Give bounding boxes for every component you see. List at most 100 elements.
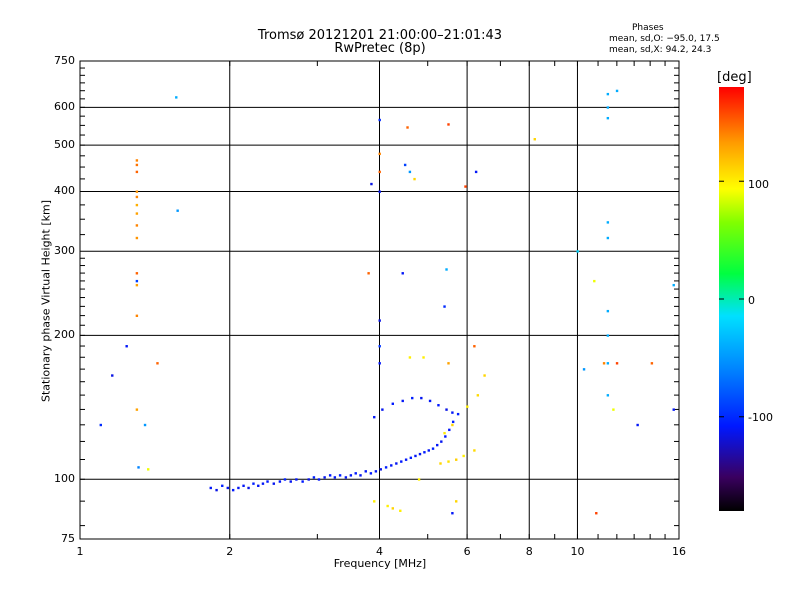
data-point [399,509,402,512]
x-axis-label: Frequency [MHz] [333,557,427,570]
colorbar-ticks [719,180,744,418]
data-point [595,512,598,515]
data-point [289,480,292,483]
data-point [409,456,413,460]
data-point [391,507,394,510]
data-point [378,362,381,365]
data-point [576,250,579,253]
data-point [606,394,610,397]
data-point [156,362,159,365]
data-point [636,423,639,427]
data-point [242,484,245,488]
data-point [307,478,310,481]
data-point [257,484,260,488]
data-point [672,283,675,287]
y-tick-label: 75 [61,532,75,545]
data-point [615,89,619,93]
data-point [215,488,218,492]
data-point [344,476,348,479]
data-point [445,268,448,271]
x-tick-label: 1 [76,545,84,558]
data-point [414,454,417,458]
phases-mean-x: mean, sd,X: 94.2, 24.3 [609,45,712,55]
data-point [221,484,224,488]
chart-subtitle: RwPretec (8p) [334,41,426,56]
data-point [422,356,425,359]
data-point [447,362,450,365]
x-tick-label: 8 [525,545,533,558]
data-point [408,170,412,174]
data-point [606,309,610,313]
data-point [431,447,435,450]
y-tick-label: 500 [54,138,75,152]
data-point [373,415,376,419]
data-point [406,126,409,129]
data-point [403,163,407,167]
data-point [417,478,421,481]
data-point [231,488,235,492]
data-point [247,486,250,490]
data-point [135,224,139,227]
data-point [444,435,447,438]
data-point [423,451,426,454]
grid-lines [80,61,679,539]
data-point [147,468,150,471]
data-point [443,305,446,308]
data-point [466,405,469,408]
data-point [99,423,102,427]
axis-ticks [80,61,679,539]
data-point [354,472,357,475]
data-point [378,170,381,174]
data-point [295,478,298,481]
x-tick-label: 6 [463,545,471,558]
data-point [439,462,442,465]
data-point [301,480,304,483]
data-point [473,449,476,452]
data-point [378,118,381,122]
data-point [379,468,382,471]
data-point [602,362,606,365]
data-point [237,486,240,490]
x-tick-label: 4 [376,545,383,558]
data-point [451,512,454,515]
y-tick-label: 300 [54,244,75,258]
data-point [612,408,615,411]
data-point [175,96,178,99]
data-point [451,420,455,424]
data-point [135,195,139,199]
colorbar-tick-0: 0 [748,294,755,307]
data-point [408,356,412,359]
data-point [135,236,139,240]
data-point [390,464,393,467]
data-point [448,428,451,432]
data-point [252,482,255,485]
data-point [436,443,439,447]
data-point [440,440,443,443]
data-point [462,454,465,458]
data-point [418,452,422,456]
data-point [349,474,353,477]
data-point [283,478,287,481]
data-point [135,272,139,275]
chart-title: Tromsø 20121201 21:00:00–21:01:43 [257,28,503,43]
x-tick-label: 2 [226,545,234,558]
data-point [404,458,408,461]
data-point [317,478,321,481]
data-point [125,345,128,348]
data-point [464,185,467,188]
data-point [420,396,423,400]
data-point [135,190,139,193]
phases-heading: Phases [632,23,664,33]
data-point [401,399,404,403]
y-tick-label: 200 [54,328,75,342]
data-point [209,486,212,490]
y-tick-label: 100 [54,472,75,486]
data-point [451,411,454,414]
data-point [111,374,114,377]
data-point [266,480,269,483]
data-point [606,362,610,365]
data-point [447,123,450,126]
data-point [582,368,586,371]
data-point [373,500,376,503]
